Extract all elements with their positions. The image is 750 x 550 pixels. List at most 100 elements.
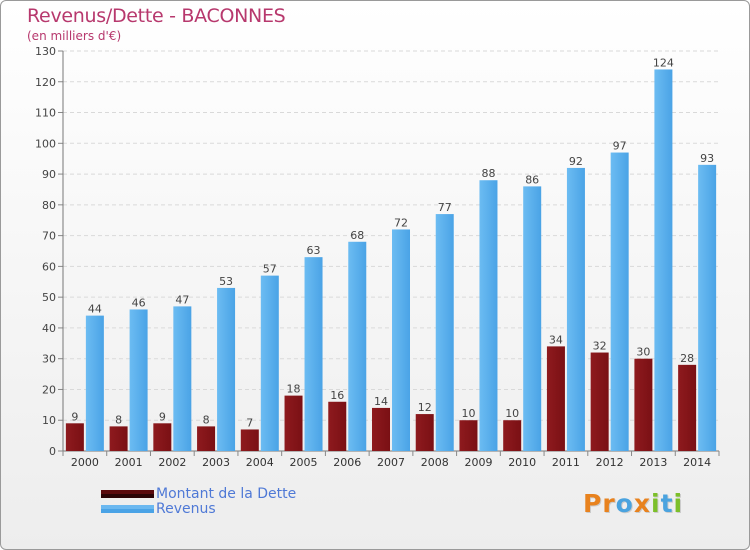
data-label-revenus: 97 <box>613 140 627 153</box>
y-tick-label: 120 <box>35 76 56 89</box>
bar-dette <box>197 426 216 451</box>
y-tick-label: 100 <box>35 137 56 150</box>
y-tick-label: 10 <box>42 414 56 427</box>
data-label-revenus: 46 <box>132 296 146 309</box>
bar-dette <box>678 364 697 451</box>
logo-letter: i <box>673 489 684 518</box>
data-label-dette: 10 <box>505 407 519 420</box>
data-label-revenus: 72 <box>394 216 408 229</box>
bar-revenus <box>392 229 410 451</box>
bar-revenus <box>610 152 629 452</box>
data-label-dette: 12 <box>418 401 432 414</box>
data-label-revenus: 92 <box>569 155 583 168</box>
x-tick-label: 2002 <box>158 456 186 469</box>
x-tick-label: 2001 <box>115 456 143 469</box>
data-label-revenus: 63 <box>307 244 321 257</box>
y-tick-label: 70 <box>42 230 56 243</box>
legend-label-revenus: Revenus <box>156 501 216 517</box>
data-label-dette: 16 <box>330 389 344 402</box>
bar-revenus <box>566 167 585 451</box>
logo-letter: P <box>583 489 603 518</box>
data-label-revenus: 124 <box>653 56 674 69</box>
data-label-revenus: 77 <box>438 201 452 214</box>
bar-dette <box>109 426 128 451</box>
data-label-dette: 18 <box>287 383 301 396</box>
legend-swatch-revenus <box>101 505 154 513</box>
bar-revenus <box>698 164 717 451</box>
x-tick-label: 2004 <box>246 456 274 469</box>
data-label-revenus: 68 <box>350 229 364 242</box>
data-label-revenus: 57 <box>263 263 277 276</box>
bar-dette <box>415 414 434 451</box>
data-label-revenus: 44 <box>88 303 102 316</box>
logo-letter: t <box>660 489 674 518</box>
bar-dette <box>153 423 172 451</box>
y-tick-label: 60 <box>42 260 56 273</box>
data-label-dette: 10 <box>461 407 475 420</box>
bar-revenus <box>173 306 192 451</box>
x-tick-label: 2006 <box>333 456 361 469</box>
data-label-dette: 14 <box>374 395 388 408</box>
data-label-dette: 9 <box>159 410 166 423</box>
bar-revenus <box>479 180 498 451</box>
bar-dette <box>503 420 522 451</box>
y-tick-label: 40 <box>42 322 56 335</box>
data-label-dette: 30 <box>636 346 650 359</box>
data-label-dette: 7 <box>246 416 253 429</box>
bar-revenus <box>85 315 104 451</box>
chart-subtitle: (en milliers d'€) <box>27 29 122 43</box>
bar-dette <box>240 429 259 451</box>
x-tick-label: 2009 <box>464 456 492 469</box>
bar-revenus <box>654 69 673 451</box>
data-label-revenus: 88 <box>481 167 495 180</box>
y-tick-label: 50 <box>42 291 56 304</box>
bar-dette <box>634 358 653 451</box>
data-label-dette: 9 <box>71 410 78 423</box>
y-tick-label: 0 <box>49 445 56 458</box>
bar-revenus <box>217 287 236 451</box>
x-tick-label: 2013 <box>639 456 667 469</box>
x-tick-label: 2000 <box>71 456 99 469</box>
logo-letter: r <box>602 489 616 518</box>
bar-dette <box>372 407 390 451</box>
x-tick-label: 2012 <box>596 456 624 469</box>
y-tick-label: 110 <box>35 107 56 120</box>
y-tick-label: 130 <box>35 45 56 58</box>
data-label-revenus: 53 <box>219 275 233 288</box>
x-tick-label: 2010 <box>508 456 536 469</box>
logo-letter: o <box>615 489 634 518</box>
logo-letter: i <box>651 489 661 518</box>
bar-revenus <box>523 186 542 451</box>
x-tick-label: 2008 <box>421 456 449 469</box>
chart-title: Revenus/Dette - BACONNES <box>27 5 286 27</box>
bar-revenus <box>304 257 323 451</box>
bar-revenus <box>348 241 367 451</box>
y-tick-label: 90 <box>42 168 56 181</box>
data-label-dette: 34 <box>549 333 563 346</box>
bar-dette <box>65 423 84 451</box>
x-tick-label: 2005 <box>290 456 318 469</box>
bar-dette <box>459 420 478 451</box>
x-tick-label: 2011 <box>552 456 580 469</box>
bar-dette <box>284 395 303 451</box>
x-tick-label: 2007 <box>377 456 405 469</box>
bar-revenus <box>260 275 279 451</box>
data-label-revenus: 47 <box>175 293 189 306</box>
legend-swatch-dette <box>101 490 154 498</box>
bar-dette <box>546 346 565 451</box>
logo-letter: x <box>633 489 651 518</box>
bar-revenus <box>129 309 148 451</box>
x-tick-label: 2014 <box>683 456 711 469</box>
data-label-revenus: 93 <box>700 152 714 165</box>
bar-dette <box>328 401 347 451</box>
y-tick-label: 80 <box>42 199 56 212</box>
proxiti-logo: Proxiti <box>583 489 683 518</box>
bar-revenus <box>435 214 454 451</box>
bar-dette <box>590 352 609 451</box>
data-label-dette: 8 <box>115 413 122 426</box>
data-label-revenus: 86 <box>525 173 539 186</box>
y-tick-label: 20 <box>42 383 56 396</box>
legend-label-dette: Montant de la Dette <box>156 486 297 502</box>
